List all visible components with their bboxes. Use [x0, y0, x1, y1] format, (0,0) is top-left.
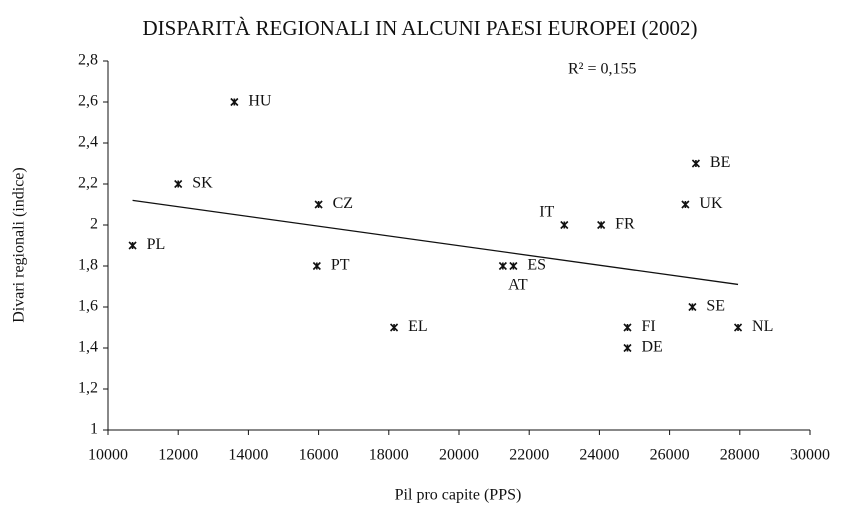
point	[509, 261, 518, 271]
point-label: IT	[539, 204, 554, 221]
y-tick-label: 2,4	[78, 134, 98, 151]
point	[174, 179, 183, 189]
point	[389, 323, 399, 332]
y-tick-label: 2,2	[78, 175, 98, 192]
x-tick-label: 30000	[790, 447, 830, 464]
point-label: SE	[706, 298, 725, 315]
point	[691, 159, 700, 168]
x-axis-label: Pil pro capite (PPS)	[395, 487, 522, 504]
point-label: CZ	[333, 195, 353, 212]
y-tick-label: 1,2	[78, 380, 98, 397]
point	[230, 97, 239, 107]
point-label: EL	[408, 318, 428, 335]
x-tick-label: 24000	[579, 447, 619, 464]
x-tick-label: 16000	[299, 447, 339, 464]
y-tick-label: 2,6	[78, 93, 98, 110]
point	[733, 323, 743, 332]
x-tick-label: 26000	[650, 447, 690, 464]
point-label: FR	[615, 216, 635, 233]
point-label: ES	[527, 257, 546, 274]
x-tick-label: 22000	[509, 447, 549, 464]
y-axis-label: Divari regionali (indice)	[11, 167, 28, 323]
point	[128, 241, 137, 250]
point-label: SK	[192, 175, 213, 192]
point-label: HU	[248, 93, 272, 110]
point	[314, 200, 323, 209]
y-tick-label: 2	[90, 216, 98, 233]
point	[623, 323, 632, 332]
point-label: AT	[508, 277, 528, 294]
point	[688, 302, 697, 312]
r-squared: R² = 0,155	[568, 61, 637, 78]
y-tick-label: 1,8	[78, 257, 98, 274]
x-tick-label: 18000	[369, 447, 409, 464]
x-tick-label: 20000	[439, 447, 479, 464]
point-label: PT	[331, 257, 350, 274]
y-tick-label: 1,4	[78, 339, 98, 356]
x-tick-label: 10000	[88, 447, 128, 464]
point-label: NL	[752, 318, 773, 335]
point-label: PL	[147, 236, 166, 253]
y-tick-label: 1	[90, 421, 98, 438]
x-tick-label: 12000	[158, 447, 198, 464]
x-tick-label: 14000	[228, 447, 268, 464]
point-label: FI	[641, 318, 655, 335]
chart-title: DISPARITÀ REGIONALI IN ALCUNI PAESI EURO…	[143, 16, 698, 40]
point-label: DE	[641, 339, 662, 356]
point	[312, 261, 321, 271]
point-label: UK	[699, 195, 723, 212]
point	[681, 200, 690, 209]
x-tick-label: 28000	[720, 447, 760, 464]
point	[623, 343, 632, 353]
y-tick-label: 1,6	[78, 298, 98, 315]
point	[560, 220, 569, 230]
point	[597, 220, 606, 230]
point	[498, 261, 507, 271]
trend-line	[132, 199, 739, 286]
y-tick-label: 2,8	[78, 52, 98, 69]
point-label: BE	[710, 154, 730, 171]
